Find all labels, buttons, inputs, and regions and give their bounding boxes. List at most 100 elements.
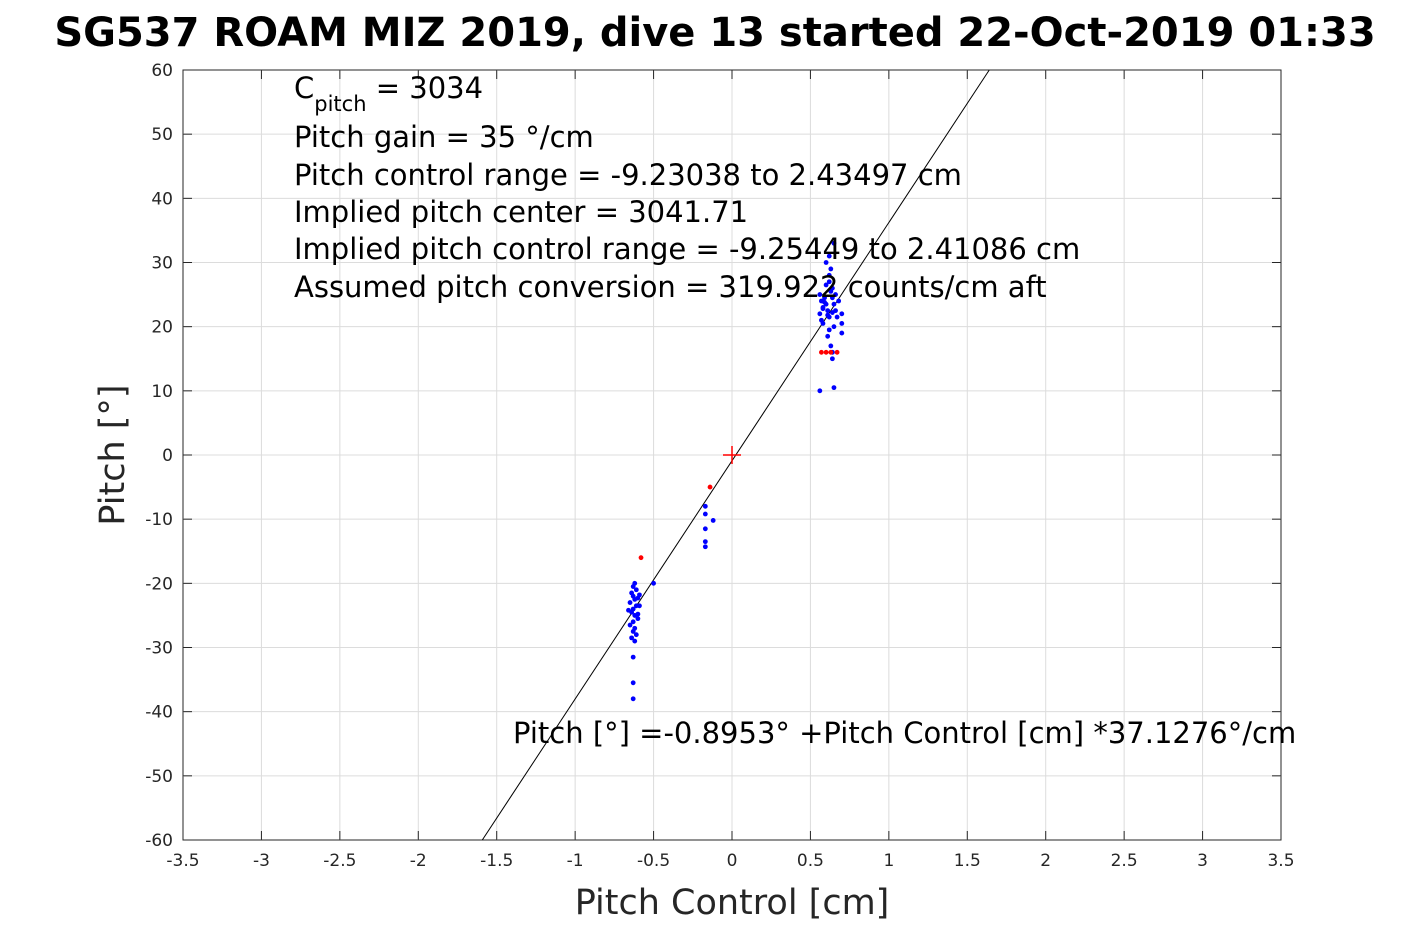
blue-data-point xyxy=(836,298,842,304)
blue-data-point xyxy=(632,580,638,586)
blue-data-point xyxy=(829,310,835,315)
y-tick-label: -20 xyxy=(145,574,173,594)
y-tick-label: -60 xyxy=(145,831,173,851)
c-pitch-subscript: pitch xyxy=(314,92,366,116)
y-tick-label: -40 xyxy=(145,703,173,723)
blue-data-point xyxy=(834,314,840,320)
x-tick-label: -3.5 xyxy=(166,851,199,871)
blue-data-point xyxy=(635,611,641,617)
blue-data-point xyxy=(702,544,708,550)
y-tick-label: -10 xyxy=(145,510,173,530)
x-axis: -3.5 -3 -2.5 -2 -1.5 -1 -0.5 0 0.5 1 1.5 2 2.5 3 3.5 xyxy=(166,70,1295,871)
annotation-line-3: Implied pitch center = 3041.71 xyxy=(294,195,748,229)
center-marker-layer xyxy=(723,446,741,464)
blue-data-point xyxy=(826,327,832,333)
y-tick-label: 0 xyxy=(162,446,173,466)
y-tick-label: 30 xyxy=(151,254,173,274)
annotation-line-2: Pitch control range = -9.23038 to 2.4349… xyxy=(294,158,962,192)
blue-data-point xyxy=(637,592,642,598)
blue-data-point xyxy=(831,301,837,307)
red-data-point xyxy=(638,555,644,561)
blue-data-point xyxy=(702,511,708,517)
x-tick-label: 0.5 xyxy=(797,851,824,871)
blue-data-point xyxy=(831,324,837,330)
blue-data-point xyxy=(828,266,834,272)
blue-data-point xyxy=(820,306,826,312)
blue-data-point xyxy=(826,272,832,278)
annotation-c-pitch: Cpitch = 3034 xyxy=(294,71,483,116)
red-data-point xyxy=(707,484,713,490)
blue-data-point xyxy=(825,312,831,318)
blue-data-point xyxy=(630,629,636,634)
blue-data-point xyxy=(651,580,656,586)
blue-data-point xyxy=(630,696,636,702)
blue-data-point xyxy=(822,299,827,305)
blue-data-point xyxy=(702,539,708,545)
x-tick-label: 2 xyxy=(1040,851,1051,871)
series-red-points xyxy=(638,349,840,561)
annotation-block: Cpitch = 3034 Pitch gain = 35 °/cm Pitch… xyxy=(294,71,1080,304)
blue-data-point xyxy=(820,321,826,326)
c-pitch-value: = 3034 xyxy=(367,71,484,105)
blue-data-point xyxy=(833,292,838,297)
y-axis-label: Pitch [°] xyxy=(93,384,133,525)
y-tick-label: -30 xyxy=(145,639,173,659)
x-tick-label: -0.5 xyxy=(637,851,670,871)
blue-data-point xyxy=(632,638,638,644)
blue-data-point xyxy=(825,308,831,314)
blue-data-point xyxy=(817,388,823,394)
blue-data-point xyxy=(826,279,832,285)
blue-data-point xyxy=(702,526,708,532)
x-axis-label: Pitch Control [cm] xyxy=(575,883,890,923)
blue-data-point xyxy=(626,607,631,613)
blue-data-point xyxy=(637,603,642,609)
blue-data-point xyxy=(825,333,831,339)
blue-data-point xyxy=(831,385,837,391)
annotation-line-1: Pitch gain = 35 °/cm xyxy=(294,120,594,154)
x-tick-label: -2 xyxy=(410,851,427,871)
blue-data-point xyxy=(630,680,636,686)
x-tick-label: -2.5 xyxy=(323,851,356,871)
blue-data-point xyxy=(831,240,837,246)
x-tick-label: 0 xyxy=(727,851,738,871)
blue-data-point xyxy=(635,616,641,622)
blue-data-point xyxy=(829,295,835,301)
blue-data-point xyxy=(817,292,823,297)
blue-data-point xyxy=(839,311,845,317)
red-data-point xyxy=(823,349,829,355)
blue-data-point xyxy=(823,282,829,288)
x-tick-label: 1 xyxy=(883,851,894,871)
blue-data-point xyxy=(710,518,716,523)
blue-data-point xyxy=(839,321,845,326)
blue-data-point xyxy=(629,635,635,641)
red-data-point xyxy=(834,349,840,355)
blue-data-point xyxy=(630,619,636,625)
blue-data-point xyxy=(627,600,633,605)
chart-title: SG537 ROAM MIZ 2019, dive 13 started 22-… xyxy=(54,10,1375,56)
blue-data-point xyxy=(823,260,829,265)
blue-data-point xyxy=(702,503,708,509)
y-axis: -60 -50 -40 -30 -20 -10 0 10 20 30 40 50 60 xyxy=(145,61,1281,851)
y-tick-label: -50 xyxy=(145,767,173,787)
blue-data-point xyxy=(630,654,636,660)
blue-data-point xyxy=(627,622,633,628)
x-tick-label: -1.5 xyxy=(480,851,513,871)
blue-data-point xyxy=(817,311,823,317)
x-tick-label: 1.5 xyxy=(954,851,981,871)
x-tick-label: -1 xyxy=(567,851,584,871)
blue-data-point xyxy=(839,330,845,336)
blue-data-point xyxy=(822,295,827,301)
x-tick-label: 3.5 xyxy=(1267,851,1294,871)
x-tick-label: 2.5 xyxy=(1111,851,1138,871)
blue-data-point xyxy=(633,587,639,593)
y-tick-label: 10 xyxy=(151,382,173,402)
blue-data-point xyxy=(826,253,832,259)
annotation-line-5: Assumed pitch conversion = 319.922 count… xyxy=(294,270,1047,304)
y-tick-label: 40 xyxy=(151,189,173,209)
blue-data-point xyxy=(829,356,835,362)
y-tick-label: 50 xyxy=(151,125,173,145)
red-data-point xyxy=(819,349,824,355)
annotation-line-4: Implied pitch control range = -9.25449 t… xyxy=(294,232,1080,266)
x-tick-label: 3 xyxy=(1197,851,1208,871)
